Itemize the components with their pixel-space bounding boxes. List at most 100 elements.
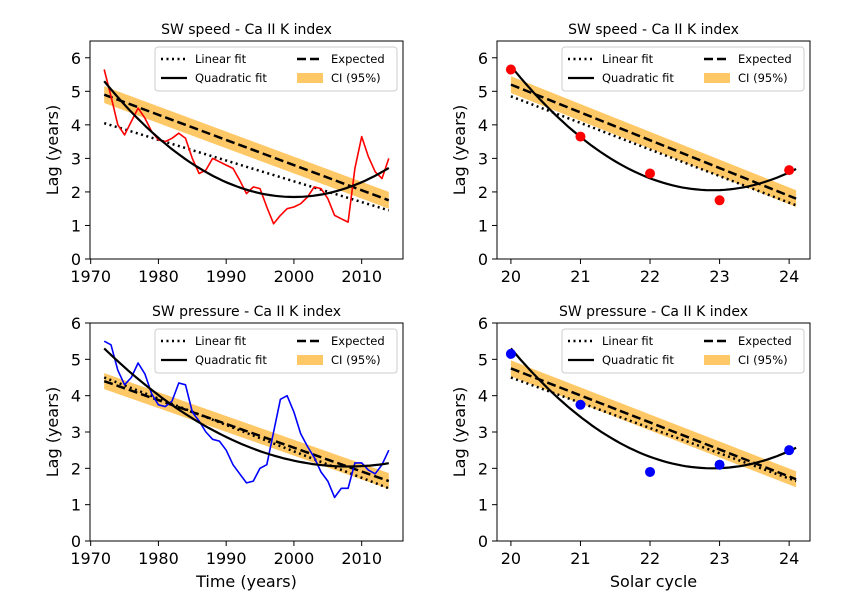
x-tick-label: 1970 [70,267,111,286]
x-tick-label: 2010 [341,267,382,286]
plot-area [510,347,797,488]
quadratic-fit-line [510,65,797,192]
y-tick-label: 4 [478,116,488,135]
y-tick-label: 0 [478,532,488,551]
legend-quadratic-label: Quadratic fit [195,71,267,85]
y-axis-label: Lag (years) [43,387,62,477]
linear-fit-line [103,121,390,212]
y-tick-label: 4 [71,116,81,135]
x-tick-label: 2010 [341,549,382,568]
legend-ci-swatch [297,355,323,365]
x-tick-label: 2000 [274,549,315,568]
quadratic-fit-line [510,347,797,470]
x-tick-label: 22 [640,267,660,286]
ci-band [510,76,797,207]
x-tick-label: 1980 [138,267,179,286]
expected-line [510,367,797,481]
x-tick-label: 23 [709,549,729,568]
x-tick-label: 22 [640,549,660,568]
legend-linear-label: Linear fit [602,52,654,66]
y-tick-label: 5 [71,82,81,101]
y-tick-label: 5 [478,350,488,369]
y-tick-label: 1 [478,496,488,515]
ci-band [510,360,797,488]
y-tick-label: 2 [478,183,488,202]
data-point [505,348,516,359]
legend: Linear fit Quadratic fit Expected CI (95%) [154,46,398,92]
y-tick-label: 0 [71,250,81,269]
expected-line [510,83,797,200]
x-tick-label: 24 [779,549,799,568]
linear-fit-line [510,376,797,483]
legend-expected-label: Expected [331,334,385,348]
data-point [784,165,795,176]
y-axis-label: Lag (years) [450,105,469,195]
y-tick-label: 6 [71,314,81,333]
x-tick-label: 1970 [70,549,111,568]
legend-expected-label: Expected [331,52,385,66]
x-tick-label: 21 [570,549,590,568]
data-series-line [103,340,390,499]
y-tick-label: 0 [71,532,81,551]
y-tick-label: 3 [71,149,81,168]
y-tick-label: 4 [478,387,488,406]
linear-fit-line [103,376,390,490]
legend-linear-label: Linear fit [195,334,247,348]
legend-quadratic-label: Quadratic fit [195,353,267,367]
y-tick-label: 6 [71,49,81,68]
chart-title: SW pressure - Ca II K index [559,304,748,320]
data-point [714,459,725,470]
y-tick-label: 3 [478,423,488,442]
data-point [645,168,656,179]
panel-pressure-time: 1970 1980 1990 2000 2010 0 1 2 3 4 5 6 SW pressure -… [43,304,404,591]
legend-box [561,328,805,374]
x-tick-label: 20 [501,549,521,568]
y-axis-label: Lag (years) [450,387,469,477]
legend-quadratic-label: Quadratic fit [602,353,674,367]
panel-speed-time: 1970 1980 1990 2000 2010 0 1 2 3 4 5 6 SW speed - Ca… [43,22,404,286]
x-axis-label: Time (years) [195,572,297,591]
x-tick-label: 20 [501,267,521,286]
axes-frame [496,40,811,260]
legend-ci-swatch [704,355,730,365]
legend-box [154,46,398,92]
legend-box [561,46,805,92]
x-axis-label: Solar cycle [610,572,697,591]
legend: Linear fit Quadratic fit Expected CI (95%) [154,328,398,374]
quadratic-fit-line [103,347,389,468]
legend-ci-swatch [704,73,730,83]
plot-area [510,65,797,207]
legend-box [154,328,398,374]
legend-linear-label: Linear fit [195,52,247,66]
chart-title: SW pressure - Ca II K index [152,304,341,320]
data-point [575,399,586,410]
legend-quadratic-label: Quadratic fit [602,71,674,85]
chart-title: SW speed - Ca II K index [568,22,739,38]
y-tick-label: 4 [71,387,81,406]
y-tick-label: 2 [71,459,81,478]
legend: Linear fit Quadratic fit Expected CI (95%) [561,328,805,374]
legend-ci-label: CI (95%) [331,353,381,367]
legend-ci-label: CI (95%) [738,353,788,367]
expected-line [103,93,390,202]
x-tick-label: 21 [570,267,590,286]
y-tick-label: 5 [71,350,81,369]
data-point [645,466,656,477]
plot-area [103,69,390,225]
y-tick-label: 6 [478,49,488,68]
legend-ci-label: CI (95%) [331,71,381,85]
data-point [784,445,795,456]
legend: Linear fit Quadratic fit Expected CI (95%) [561,46,805,92]
plot-area [103,340,390,499]
y-tick-label: 3 [71,423,81,442]
x-tick-label: 24 [779,267,799,286]
x-tick-label: 2000 [274,267,315,286]
x-tick-label: 1980 [138,549,179,568]
y-tick-label: 3 [478,149,488,168]
y-tick-label: 1 [71,496,81,515]
y-tick-label: 5 [478,82,488,101]
x-tick-label: 1990 [206,549,247,568]
